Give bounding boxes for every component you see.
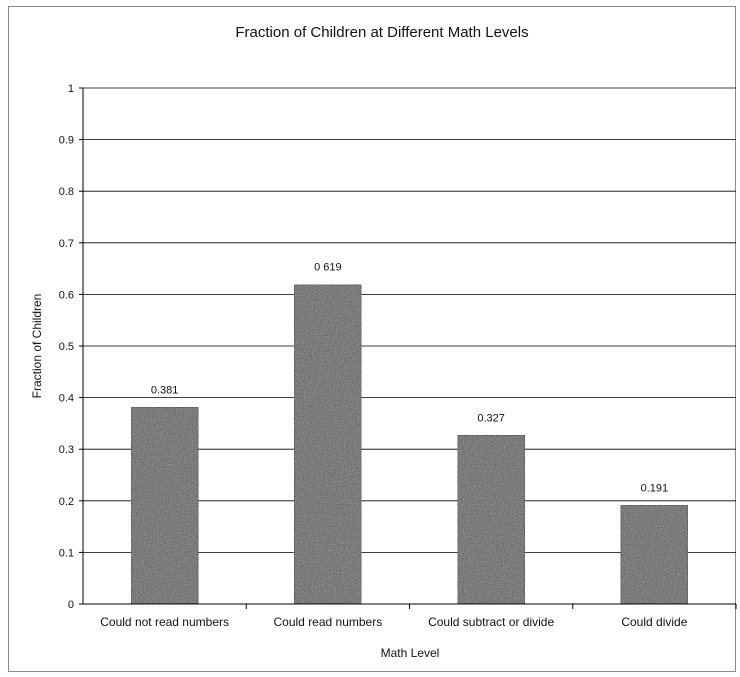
chart-title: Fraction of Children at Different Math L… <box>235 24 528 41</box>
y-tick-label: 0.1 <box>59 547 74 559</box>
data-label: 0.327 <box>477 412 505 424</box>
data-label: 0.381 <box>151 384 179 396</box>
y-tick-label: 0.7 <box>59 238 74 250</box>
y-tick-label: 0.4 <box>59 393 74 405</box>
y-tick-label: 0.6 <box>59 289 74 301</box>
y-axis-ticks: 0 0.1 0.2 0.3 0.4 0.5 0.6 0.7 0.8 0.9 1 <box>59 83 83 611</box>
category-label: Could read numbers <box>274 615 383 629</box>
y-axis-title: Fraction of Children <box>30 294 44 399</box>
bars <box>130 284 689 605</box>
x-axis-title: Math Level <box>381 646 440 660</box>
y-tick-label: 0.8 <box>59 186 74 198</box>
data-label: 0 619 <box>314 262 342 274</box>
category-label: Could not read numbers <box>100 615 229 629</box>
bar <box>620 504 689 605</box>
category-label: Could divide <box>621 615 687 629</box>
data-labels: 0.381 0 619 0.327 0.191 <box>151 262 668 495</box>
y-tick-label: 0 <box>68 599 74 611</box>
bar <box>293 284 362 605</box>
data-label: 0.191 <box>641 482 669 494</box>
bar <box>457 434 526 605</box>
y-tick-label: 1 <box>68 83 74 95</box>
category-label: Could subtract or divide <box>428 615 554 629</box>
bar <box>130 406 199 605</box>
y-tick-label: 0.2 <box>59 496 74 508</box>
y-tick-label: 0.5 <box>59 341 74 353</box>
x-axis-categories: Could not read numbers Could read numbers… <box>100 604 737 629</box>
chart-frame <box>8 6 736 672</box>
y-tick-label: 0.9 <box>59 135 74 147</box>
y-tick-label: 0.3 <box>59 444 74 456</box>
